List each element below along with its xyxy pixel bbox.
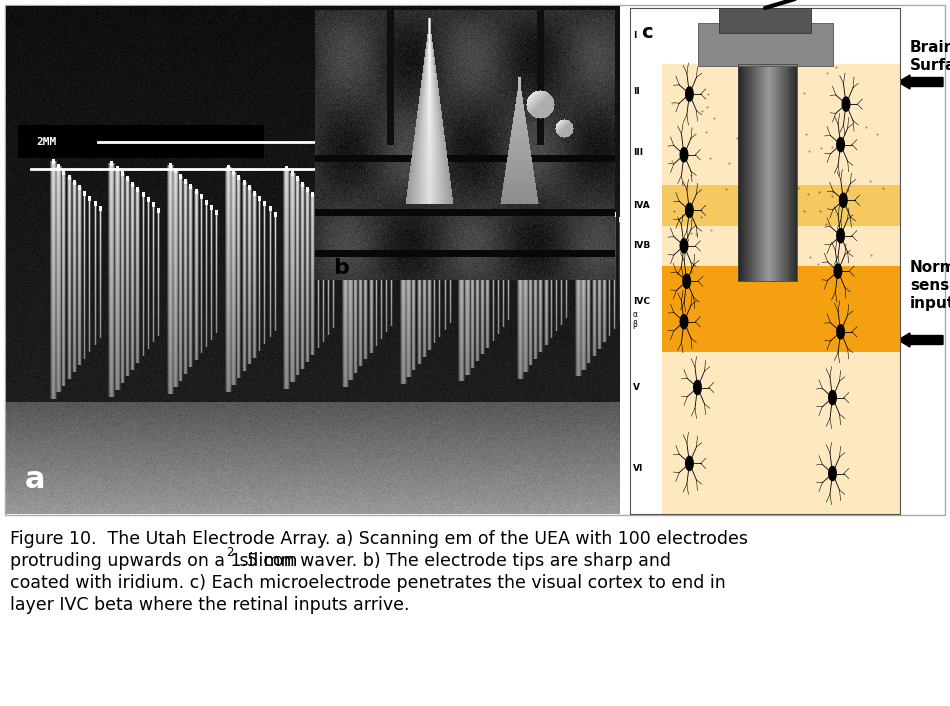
Bar xyxy=(662,352,900,423)
Bar xyxy=(775,64,778,281)
Circle shape xyxy=(837,229,845,243)
Bar xyxy=(662,8,900,64)
Text: a: a xyxy=(25,465,45,493)
Text: silicon waver. b) The electrode tips are sharp and: silicon waver. b) The electrode tips are… xyxy=(234,552,671,570)
Bar xyxy=(662,119,900,185)
Bar xyxy=(662,185,900,226)
Circle shape xyxy=(686,87,694,101)
Text: coated with iridium. c) Each microelectrode penetrates the visual cortex to end : coated with iridium. c) Each microelectr… xyxy=(10,574,726,592)
Circle shape xyxy=(686,456,694,470)
Text: 2: 2 xyxy=(226,546,234,559)
Text: III: III xyxy=(633,148,643,157)
Text: protruding upwards on a 1.5 mm: protruding upwards on a 1.5 mm xyxy=(10,552,297,570)
Circle shape xyxy=(828,390,836,405)
Bar xyxy=(789,64,791,281)
Bar xyxy=(756,64,758,281)
FancyArrow shape xyxy=(898,75,943,89)
Circle shape xyxy=(694,381,701,395)
Text: Figure 10.  The Utah Electrode Array. a) Scanning em of the UEA with 100 electro: Figure 10. The Utah Electrode Array. a) … xyxy=(10,530,748,548)
Bar xyxy=(782,64,784,281)
Text: input: input xyxy=(910,296,950,311)
Bar xyxy=(662,8,900,64)
Bar xyxy=(662,423,900,514)
Bar xyxy=(780,64,782,281)
Bar xyxy=(662,64,900,119)
Circle shape xyxy=(680,239,688,253)
Bar xyxy=(778,64,780,281)
Bar xyxy=(766,64,768,281)
FancyArrow shape xyxy=(898,333,943,347)
Bar xyxy=(744,64,746,281)
Circle shape xyxy=(837,138,845,152)
Bar xyxy=(719,8,811,33)
Text: Surface: Surface xyxy=(910,58,950,73)
Text: b: b xyxy=(333,258,349,278)
Bar xyxy=(791,64,793,281)
Bar xyxy=(760,64,762,281)
Text: I: I xyxy=(633,31,636,40)
Text: VI: VI xyxy=(633,464,643,473)
Bar xyxy=(773,64,775,281)
Text: β: β xyxy=(633,320,637,329)
Bar xyxy=(764,64,766,281)
Bar xyxy=(758,64,760,281)
Bar xyxy=(751,64,754,281)
Circle shape xyxy=(683,274,691,288)
Text: IVC: IVC xyxy=(633,297,650,306)
Bar xyxy=(762,64,764,281)
Bar xyxy=(768,64,770,281)
Bar xyxy=(662,266,900,352)
Bar xyxy=(740,64,742,281)
Circle shape xyxy=(834,264,842,278)
Circle shape xyxy=(843,97,850,112)
Bar xyxy=(754,64,756,281)
Bar xyxy=(786,64,788,281)
Circle shape xyxy=(840,193,847,208)
Text: II: II xyxy=(633,87,639,96)
Bar xyxy=(795,64,797,281)
Bar xyxy=(738,64,797,281)
Bar xyxy=(742,64,744,281)
Bar xyxy=(18,126,264,158)
Bar xyxy=(697,23,832,66)
Text: sensory: sensory xyxy=(910,278,950,293)
Bar xyxy=(738,64,797,281)
Circle shape xyxy=(680,315,688,329)
Circle shape xyxy=(686,203,694,217)
Bar xyxy=(748,64,750,281)
Bar xyxy=(750,64,751,281)
Text: Brain: Brain xyxy=(910,40,950,55)
Bar xyxy=(788,64,789,281)
Bar xyxy=(784,64,786,281)
Text: IVA: IVA xyxy=(633,201,650,210)
Bar xyxy=(662,226,900,266)
Bar xyxy=(746,64,748,281)
Text: IVB: IVB xyxy=(633,241,650,251)
Text: V: V xyxy=(633,383,639,392)
Bar xyxy=(738,64,740,281)
Text: Normal: Normal xyxy=(910,260,950,275)
Circle shape xyxy=(680,148,688,162)
Text: 2MM: 2MM xyxy=(37,137,57,147)
Text: c: c xyxy=(641,23,653,42)
Bar xyxy=(5,5,945,515)
Bar xyxy=(771,64,773,281)
Circle shape xyxy=(828,467,836,481)
Bar xyxy=(793,64,795,281)
Circle shape xyxy=(837,325,845,339)
Text: α: α xyxy=(633,310,637,318)
Text: layer IVC beta where the retinal inputs arrive.: layer IVC beta where the retinal inputs … xyxy=(10,596,409,614)
Bar xyxy=(770,64,771,281)
